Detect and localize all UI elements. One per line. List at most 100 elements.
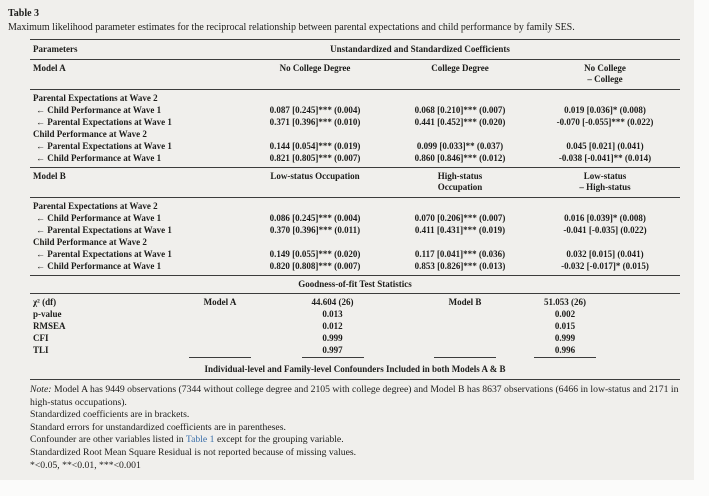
rule-segment — [189, 357, 251, 358]
rule-segment — [434, 357, 496, 358]
section-title: Child Performance at Wave 2 — [33, 237, 147, 247]
note-significance: *<0.05, **<0.01, ***<0.001 — [30, 459, 141, 471]
cell-value: 0.068 [0.210]*** (0.007) — [414, 105, 506, 115]
gof-title: Goodness-of-fit Test Statistics — [298, 279, 412, 289]
model-a-col-no-college: No College Degree — [279, 63, 351, 73]
gof-model-a-value: 0.999 — [322, 333, 343, 343]
cell-value: 0.099 [0.033]** (0.037) — [416, 141, 504, 151]
gof-underline-row — [30, 356, 680, 361]
table-row: ← Parental Expectations at Wave 1 0.149 … — [30, 248, 680, 260]
model-b-header-row: Model B Low-status Occupation High-statu… — [30, 168, 680, 197]
col-header-parameters: Parameters — [33, 44, 78, 54]
cell-value: 0.820 [0.808]*** (0.007) — [269, 261, 361, 271]
model-b-body: Parental Expectations at Wave 2 ← Child … — [30, 198, 680, 275]
note-confounder: Confounder are other variables listed in… — [30, 434, 682, 447]
model-b-col-difference: Low-status – High-status — [579, 171, 631, 192]
row-label: ← Parental Expectations at Wave 1 — [36, 249, 172, 259]
table-row: ← Child Performance at Wave 1 0.087 [0.2… — [30, 104, 680, 116]
model-b-label: Model B — [33, 171, 66, 181]
table-row: ← Child Performance at Wave 1 0.820 [0.8… — [30, 260, 680, 272]
model-a-label: Model A — [33, 63, 66, 73]
gof-model-b-value: 0.002 — [554, 309, 576, 319]
model-a-col-college: College Degree — [431, 63, 489, 73]
cell-value: 0.371 [0.396]*** (0.010) — [269, 117, 361, 127]
row-label: ← Child Performance at Wave 1 — [36, 153, 162, 163]
gof-model-a-value: 0.012 — [322, 321, 343, 331]
note-observations: Note: Model A has 9449 observations (734… — [30, 384, 682, 409]
cell-value: -0.038 [-0.041]** (0.014) — [558, 153, 652, 163]
col-header-coefficients: Unstandardized and Standardized Coeffici… — [330, 44, 510, 54]
model-a-col-difference: No College – College — [584, 63, 626, 84]
model-a-body: Parental Expectations at Wave 2 ← Child … — [30, 90, 680, 167]
gof-model-a-value: 0.013 — [322, 309, 343, 319]
cell-value: 0.149 [0.055]*** (0.020) — [269, 249, 361, 259]
rule-segment — [534, 357, 596, 358]
cell-value: 0.821 [0.805]*** (0.007) — [269, 153, 361, 163]
gof-row: TLI 0.997 0.996 — [30, 344, 680, 356]
rule-divider — [30, 59, 680, 60]
paper-page: Table 3 Maximum likelihood parameter est… — [0, 0, 694, 480]
cell-value: 0.086 [0.245]*** (0.004) — [269, 213, 361, 223]
table-row: ← Parental Expectations at Wave 1 0.370 … — [30, 224, 680, 236]
confounders-note-row: Individual-level and Family-level Confou… — [204, 364, 506, 374]
cell-value: 0.016 [0.039]* (0.008) — [564, 213, 646, 223]
gof-model-a-value: 0.997 — [322, 345, 343, 355]
table-3: Parameters Unstandardized and Standardiz… — [30, 39, 680, 380]
cell-value: 0.019 [0.036]* (0.008) — [564, 105, 646, 115]
model-b-col-low-status: Low-status Occupation — [270, 171, 360, 181]
gof-body: χ² (df) Model A 44.604 (26) Model B 51.0… — [30, 294, 680, 361]
rule-divider — [30, 379, 680, 380]
cell-value: 0.853 [0.826]*** (0.013) — [414, 261, 506, 271]
row-label: ← Child Performance at Wave 1 — [36, 213, 162, 223]
gof-model-a-value: 44.604 (26) — [311, 297, 354, 307]
note-confounder-prefix: Confounder are other variables listed in — [30, 434, 186, 446]
gof-model-b-value: 0.015 — [554, 321, 576, 331]
section-title: Child Performance at Wave 2 — [33, 129, 147, 139]
gof-model-b-label: Model B — [448, 297, 482, 307]
table-caption: Maximum likelihood parameter estimates f… — [8, 22, 575, 33]
table-notes: Note: Model A has 9449 observations (734… — [30, 384, 682, 472]
table-label: Table 3 — [8, 8, 40, 19]
note-confounder-suffix: except for the grouping variable. — [214, 434, 344, 446]
cell-value: -0.041 [-0.035] (0.022) — [563, 225, 647, 235]
rule-divider — [30, 275, 680, 276]
model-b-col-high-status: High-status Occupation — [437, 171, 483, 192]
table-row: ← Parental Expectations at Wave 1 0.144 … — [30, 140, 680, 152]
cell-value: 0.860 [0.846]*** (0.012) — [414, 153, 506, 163]
section-title: Parental Expectations at Wave 2 — [33, 93, 158, 103]
note-standard-errors: Standard errors for unstandardized coeff… — [30, 421, 286, 433]
cell-value: 0.370 [0.396]*** (0.011) — [269, 225, 361, 235]
model-a-header-row: Model A No College Degree College Degree… — [30, 60, 680, 89]
gof-row: CFI 0.999 0.999 — [30, 332, 680, 344]
table-1-link[interactable]: Table 1 — [185, 434, 215, 446]
cell-value: 0.070 [0.206]*** (0.007) — [414, 213, 506, 223]
rule-segment — [301, 357, 364, 358]
gof-stat-label: CFI — [33, 333, 49, 343]
gof-model-b-value: 0.999 — [554, 333, 576, 343]
gof-row: p-value 0.013 0.002 — [30, 308, 680, 320]
rule-divider — [30, 197, 680, 198]
cell-value: 0.117 [0.041]*** (0.036) — [414, 249, 506, 259]
row-label: ← Parental Expectations at Wave 1 — [36, 225, 172, 235]
gof-model-b-value: 0.996 — [554, 345, 576, 355]
table-header-row: Parameters Unstandardized and Standardiz… — [30, 40, 680, 59]
cell-value: 0.045 [0.021] (0.041) — [566, 141, 644, 151]
note-observations-text: Model A has 9449 observations (7344 with… — [30, 384, 679, 408]
table-row: ← Child Performance at Wave 1 0.821 [0.8… — [30, 152, 680, 164]
gof-model-b-value: 51.053 (26) — [544, 297, 586, 307]
cell-value: 0.144 [0.054]*** (0.019) — [269, 141, 361, 151]
gof-stat-label: χ² (df) — [33, 297, 57, 307]
gof-row: RMSEA 0.012 0.015 — [30, 320, 680, 332]
cell-value: -0.070 [-0.055]*** (0.022) — [556, 117, 654, 127]
table-row: ← Parental Expectations at Wave 1 0.371 … — [30, 116, 680, 128]
cell-value: 0.411 [0.431]*** (0.019) — [414, 225, 506, 235]
gof-row: χ² (df) Model A 44.604 (26) Model B 51.0… — [30, 296, 680, 308]
row-label: ← Child Performance at Wave 1 — [36, 105, 162, 115]
rule-divider — [30, 167, 680, 168]
note-standardized-coefficients: Standardized coefficients are in bracket… — [30, 409, 190, 421]
table-row: ← Child Performance at Wave 1 0.086 [0.2… — [30, 212, 680, 224]
row-label: ← Child Performance at Wave 1 — [36, 261, 162, 271]
cell-value: 0.087 [0.245]*** (0.004) — [269, 105, 361, 115]
gof-model-a-label: Model A — [203, 297, 237, 307]
cell-value: 0.032 [0.015] (0.041) — [566, 249, 644, 259]
